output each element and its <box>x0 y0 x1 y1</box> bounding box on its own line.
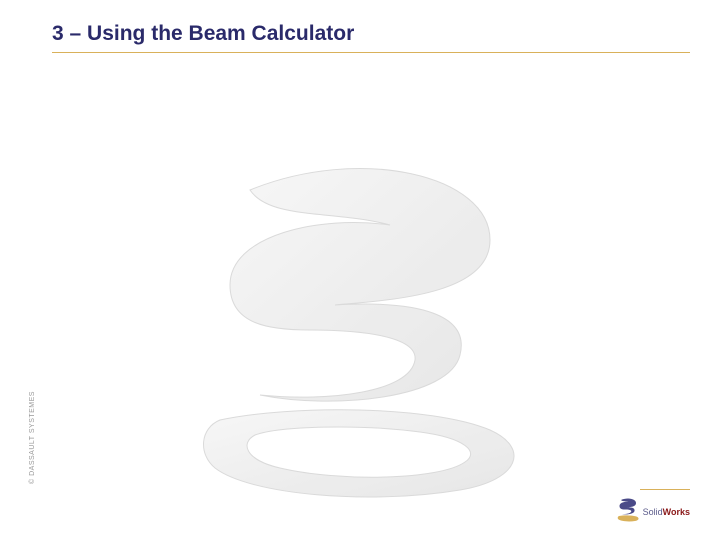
footer-rule <box>640 489 690 490</box>
ds-logo-icon <box>615 498 639 524</box>
ds-watermark-icon <box>160 160 580 500</box>
brand-line: SolidWorks <box>643 503 690 519</box>
title-underline <box>52 52 690 53</box>
copyright-text: © DASSAULT SYSTEMES <box>29 391 36 484</box>
brand-works: Works <box>663 507 690 517</box>
brand-solid: Solid <box>643 507 663 517</box>
footer-logo: SolidWorks <box>615 498 690 524</box>
slide: 3 – Using the Beam Calculator © DASSAULT… <box>0 0 720 540</box>
brand-text: SolidWorks <box>643 503 690 519</box>
slide-title: 3 – Using the Beam Calculator <box>52 22 354 46</box>
